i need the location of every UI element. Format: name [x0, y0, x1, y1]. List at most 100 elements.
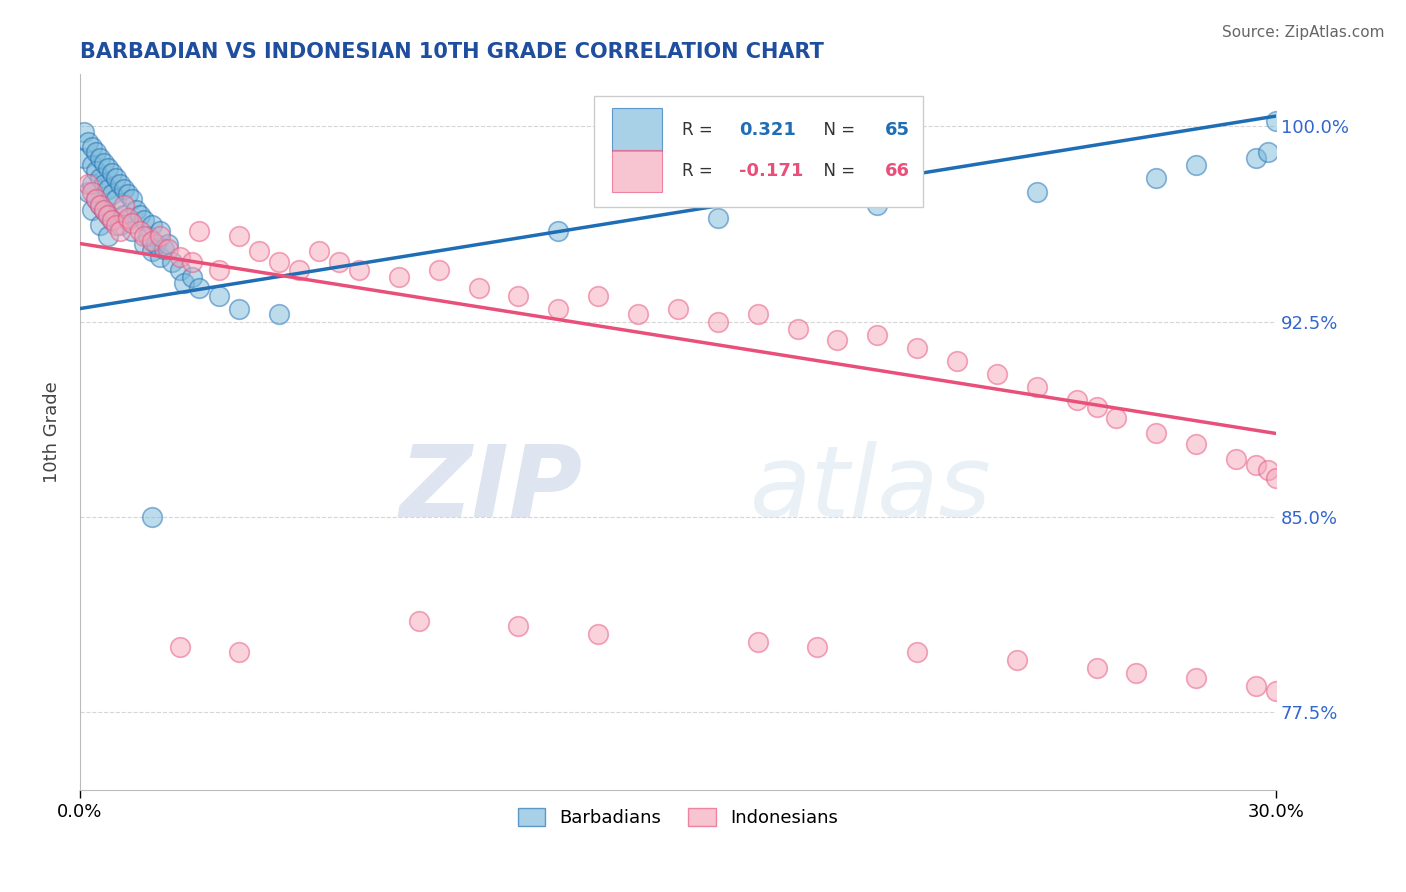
Point [508, 619, 530, 633]
Point [76, 177, 98, 191]
Point [169, 262, 191, 277]
Point [427, 262, 450, 277]
Point [132, 228, 155, 243]
Point [160, 254, 183, 268]
Point [1185, 671, 1208, 685]
Point [141, 234, 163, 248]
Point [247, 244, 270, 259]
Point [117, 211, 139, 225]
Point [827, 333, 849, 347]
Point [97, 208, 120, 222]
Point [80, 202, 103, 217]
Point [1257, 145, 1279, 160]
Point [104, 171, 127, 186]
Point [97, 182, 120, 196]
Point [1125, 665, 1147, 680]
Point [308, 244, 330, 259]
Point [132, 236, 155, 251]
Point [108, 223, 131, 237]
Point [121, 192, 143, 206]
Point [1105, 410, 1128, 425]
Point [104, 192, 127, 206]
Point [747, 307, 769, 321]
Point [547, 301, 569, 316]
Point [112, 182, 135, 196]
Point [80, 185, 103, 199]
Point [905, 645, 928, 659]
Point [180, 254, 202, 268]
Point [1244, 458, 1267, 472]
Point [100, 166, 122, 180]
Point [89, 197, 111, 211]
Point [73, 125, 96, 139]
Point [156, 242, 179, 256]
Point [586, 288, 609, 302]
Point [707, 211, 730, 225]
Point [347, 262, 370, 277]
Point [1225, 452, 1247, 467]
Point [169, 640, 191, 654]
Point [112, 208, 135, 222]
Point [100, 213, 122, 227]
Point [328, 254, 350, 268]
Point [89, 171, 111, 186]
Point [152, 242, 174, 256]
Point [188, 223, 211, 237]
Point [173, 276, 195, 290]
Point [586, 627, 609, 641]
Point [141, 219, 163, 233]
Point [93, 202, 115, 217]
Text: 65: 65 [884, 120, 910, 138]
Point [97, 228, 120, 243]
Point [97, 161, 120, 175]
Point [408, 614, 430, 628]
Point [1144, 426, 1167, 441]
Point [627, 307, 650, 321]
Point [149, 228, 172, 243]
Point [666, 301, 689, 316]
Point [1185, 159, 1208, 173]
Text: 66: 66 [884, 162, 910, 180]
Point [228, 645, 250, 659]
Point [208, 288, 231, 302]
Point [1185, 437, 1208, 451]
Point [905, 341, 928, 355]
Point [866, 197, 889, 211]
Point [93, 177, 115, 191]
Point [288, 262, 311, 277]
Point [388, 270, 411, 285]
Point [117, 213, 139, 227]
Point [1066, 392, 1088, 407]
Text: N =: N = [813, 120, 860, 138]
Text: R =: R = [682, 162, 717, 180]
Legend: Barbadians, Indonesians: Barbadians, Indonesians [510, 801, 845, 835]
Text: N =: N = [813, 162, 860, 180]
Point [806, 640, 828, 654]
Point [1144, 171, 1167, 186]
Point [73, 151, 96, 165]
Point [946, 353, 969, 368]
Y-axis label: 10th Grade: 10th Grade [44, 381, 60, 483]
Point [80, 177, 103, 191]
Point [121, 216, 143, 230]
Point [1244, 151, 1267, 165]
Point [97, 208, 120, 222]
Point [228, 228, 250, 243]
Point [269, 307, 291, 321]
Point [128, 223, 150, 237]
Point [180, 270, 202, 285]
Text: Source: ZipAtlas.com: Source: ZipAtlas.com [1222, 25, 1385, 40]
Point [1265, 471, 1288, 485]
Point [84, 145, 107, 160]
Point [1257, 463, 1279, 477]
Point [108, 219, 131, 233]
Point [747, 634, 769, 648]
Text: -0.171: -0.171 [740, 162, 803, 180]
Point [467, 281, 489, 295]
Text: 0.321: 0.321 [740, 120, 796, 138]
Point [141, 244, 163, 259]
Point [84, 192, 107, 206]
Point [1244, 679, 1267, 693]
Point [76, 135, 98, 149]
Point [84, 163, 107, 178]
